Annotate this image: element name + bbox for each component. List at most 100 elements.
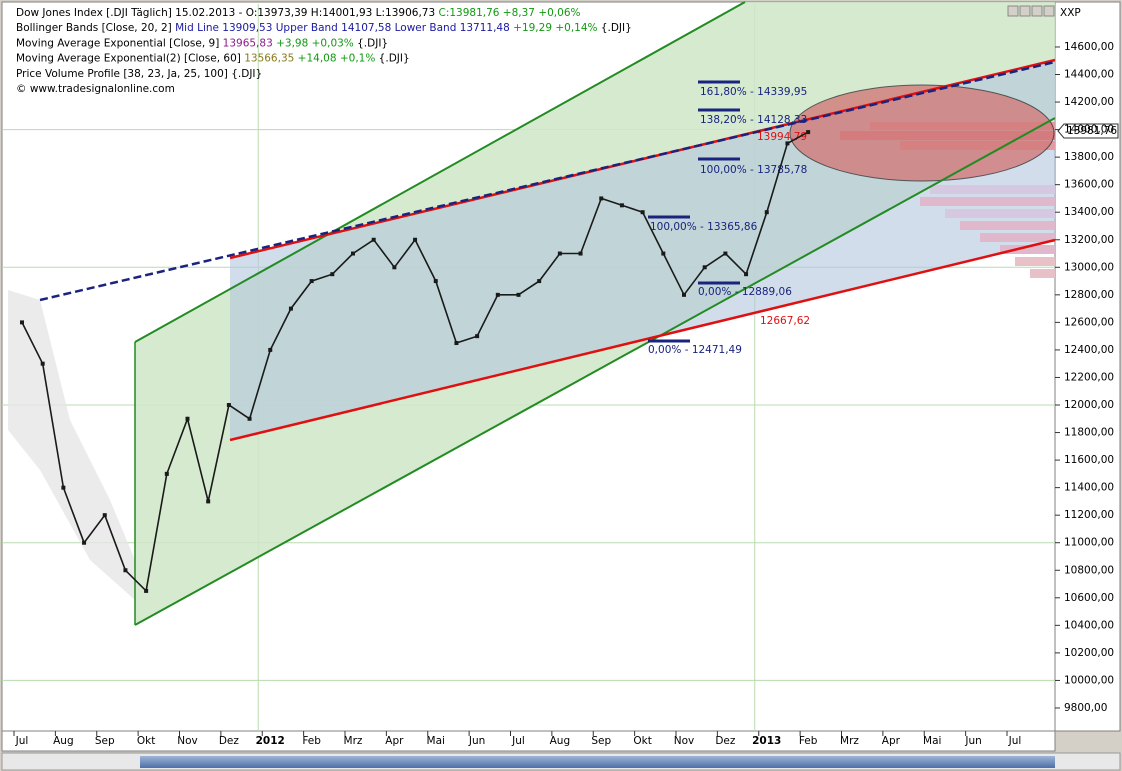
y-tick-label: 13600,00 xyxy=(1064,179,1114,191)
y-tick-label: 11000,00 xyxy=(1064,537,1114,549)
price-point xyxy=(702,265,707,270)
y-tick-label: 12000,00 xyxy=(1064,399,1114,411)
fib-label: 100,00% - 13785,78 xyxy=(700,164,807,176)
header-segment: Moving Average Exponential [Close, 9] xyxy=(16,37,223,49)
scroll-thumb[interactable] xyxy=(140,756,1055,768)
last-price-box xyxy=(1057,123,1119,139)
fib-label: 161,80% - 14339,95 xyxy=(700,86,807,98)
x-tick-label: Apr xyxy=(882,735,901,747)
price-point xyxy=(495,292,500,297)
y-tick-label: 14000,00 xyxy=(1064,124,1114,136)
button[interactable] xyxy=(1043,5,1055,17)
x-tick-label: Jul xyxy=(511,735,525,747)
x-tick-label: Aug xyxy=(53,735,74,747)
time-axis xyxy=(1,730,1056,752)
header-segment: {.DJI} xyxy=(379,53,410,65)
price-point xyxy=(806,130,811,135)
y-tick-label: 13200,00 xyxy=(1064,234,1114,246)
y-tick-label: 10600,00 xyxy=(1064,592,1114,604)
price-point xyxy=(288,306,293,311)
x-tick-label: 2012 xyxy=(256,735,285,747)
price-point xyxy=(247,416,252,421)
header-segment: Mid Line 13909,53 Upper Band 14107,58 Lo… xyxy=(175,22,513,34)
y-tick-label: 11200,00 xyxy=(1064,509,1114,521)
price-point xyxy=(640,210,645,215)
fib-levels xyxy=(648,80,740,343)
target-ellipse xyxy=(789,84,1055,182)
y-tick-label: 13400,00 xyxy=(1064,206,1114,218)
y-tick-label: 13800,00 xyxy=(1064,151,1114,163)
y-tick-label: 14600,00 xyxy=(1064,41,1114,53)
x-tick-label: Jun xyxy=(468,735,485,747)
price-point xyxy=(185,416,190,421)
button[interactable] xyxy=(1007,5,1019,17)
header-line: Moving Average Exponential(2) [Close, 60… xyxy=(16,53,410,65)
price-point xyxy=(557,251,562,256)
header-segment: +3,98 +0,03% xyxy=(276,37,357,49)
price-point xyxy=(764,210,769,215)
header-segment: Moving Average Exponential(2) [Close, 60… xyxy=(16,53,244,65)
button[interactable] xyxy=(1019,5,1031,17)
header-line: Bollinger Bands [Close, 20, 2] Mid Line … xyxy=(16,22,632,34)
y-tick-label: 12200,00 xyxy=(1064,371,1114,383)
trend-lower xyxy=(229,238,1056,442)
button[interactable] xyxy=(1031,5,1043,17)
y-tick-label: 10200,00 xyxy=(1064,647,1114,659)
price-point xyxy=(599,196,604,201)
price-point xyxy=(475,334,480,339)
y-tick-label: 12600,00 xyxy=(1064,316,1114,328)
header-segment: Price Volume Profile [38, 23, Ja, 25, 10… xyxy=(16,68,262,80)
header-line: Price Volume Profile [38, 23, Ja, 25, 10… xyxy=(16,68,262,80)
price-point xyxy=(164,471,169,476)
price-point xyxy=(206,499,211,504)
header-segment: © www.tradesignalonline.com xyxy=(16,83,175,95)
price-point xyxy=(682,292,686,297)
price-point xyxy=(785,141,790,146)
x-tick-label: Apr xyxy=(385,735,404,747)
toolbar[interactable] xyxy=(1007,5,1055,17)
price-point xyxy=(413,237,418,242)
price-point xyxy=(61,485,66,490)
x-tick-label: Aug xyxy=(550,735,571,747)
y-tick-label: 10400,00 xyxy=(1064,619,1114,631)
price-point xyxy=(578,251,583,256)
x-tick-label: 2013 xyxy=(752,735,781,747)
x-tick-label: Mrz xyxy=(344,735,363,747)
y-tick-label: 12400,00 xyxy=(1064,344,1114,356)
header-segment: Bollinger Bands [Close, 20, 2] xyxy=(16,22,175,34)
x-tick-label: Sep xyxy=(95,735,115,747)
fib-label: 138,20% - 14128,33 xyxy=(700,114,807,126)
price-point xyxy=(309,279,314,284)
price-point xyxy=(82,540,87,545)
trend-label: 12667,62 xyxy=(760,315,810,327)
channel-lower xyxy=(134,117,1056,626)
y-tick-label: 14400,00 xyxy=(1064,69,1114,81)
x-tick-label: Jun xyxy=(964,735,981,747)
trend-dashed xyxy=(39,60,1056,302)
x-tick-label: Feb xyxy=(799,735,818,747)
header-segment: {.DJI} xyxy=(601,22,632,34)
price-point xyxy=(433,279,438,284)
x-tick-label: Mai xyxy=(427,735,445,747)
header-line: Dow Jones Index [.DJI Täglich] 15.02.201… xyxy=(16,7,580,19)
price-point xyxy=(20,320,24,325)
price-point xyxy=(661,251,666,256)
header-segment: Dow Jones Index [.DJI Täglich] 15.02.201… xyxy=(16,7,439,19)
x-tick-label: Dez xyxy=(219,735,240,747)
y-tick-label: 11600,00 xyxy=(1064,454,1114,466)
x-tick-label: Nov xyxy=(674,735,695,747)
x-tick-label: Feb xyxy=(302,735,321,747)
band-fill xyxy=(8,290,135,600)
x-tick-label: Jul xyxy=(15,735,29,747)
axis-name: XXP xyxy=(1060,7,1081,19)
price-point xyxy=(619,203,624,208)
x-tick-label: Jul xyxy=(1008,735,1022,747)
price-point xyxy=(744,272,749,277)
price-point xyxy=(268,347,273,352)
price-point xyxy=(392,265,397,270)
price-point xyxy=(226,403,231,408)
header-segment: +14,08 +0,1% xyxy=(298,53,379,65)
fib-label: 100,00% - 13365,86 xyxy=(650,221,758,233)
